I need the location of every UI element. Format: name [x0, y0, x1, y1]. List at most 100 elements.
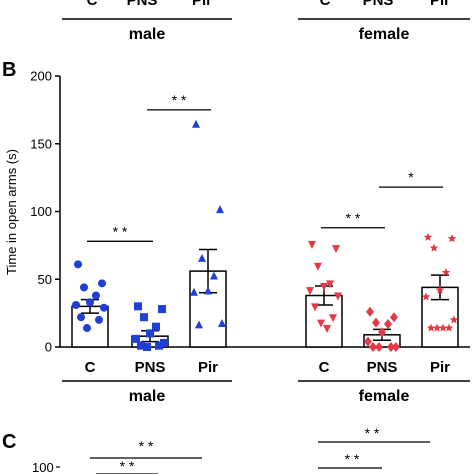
- bars-layer: [71, 248, 459, 348]
- data-point-female-pir-6: [449, 315, 459, 324]
- data-point-female-pns-4: [378, 327, 386, 338]
- significance-label-1: * *: [172, 92, 187, 108]
- y-tick-label-0: 0: [45, 340, 52, 355]
- data-point-male-pir-7: [195, 320, 203, 329]
- y-tick-label-150: 150: [30, 136, 52, 151]
- panel-c-y-tick-100: 100: [32, 460, 54, 474]
- top-cat-label-pir-female: Pir: [430, 0, 450, 9]
- panel-b: B Time in open arms (s) 0 50 100 150 200 * *…: [2, 59, 470, 405]
- data-point-male-pir-5: [190, 287, 198, 296]
- data-point-female-c-1: [332, 245, 340, 254]
- panel-c-sig-label-2: * *: [120, 458, 135, 474]
- data-point-male-pns-0: [134, 302, 142, 311]
- data-point-male-c-5: [72, 300, 80, 309]
- panel-c-sig-label-1: * *: [139, 438, 154, 454]
- data-point-male-pns-4: [146, 329, 154, 338]
- panel-c-sig-label-3: * *: [365, 425, 380, 441]
- significance-layer: * * * * * * *: [87, 92, 443, 242]
- panel-c: C 100 * * * * * * * *: [2, 425, 430, 474]
- data-point-male-c-8: [95, 315, 103, 324]
- category-label-0: C: [85, 359, 96, 376]
- data-point-female-c-7: [311, 303, 319, 312]
- data-point-male-pns-2: [140, 313, 148, 322]
- data-point-female-pir-10: [438, 323, 448, 332]
- data-point-female-pns-6: [392, 342, 400, 352]
- data-point-male-pns-5: [132, 334, 140, 343]
- data-point-male-pir-3: [210, 271, 218, 280]
- data-point-male-pns-3: [152, 322, 160, 331]
- panel-letter-b: B: [2, 59, 16, 81]
- panel-letter-c: C: [2, 431, 16, 453]
- data-point-male-pir-1: [216, 205, 224, 214]
- top-cat-label-pns-male: PNS: [127, 0, 158, 9]
- group-label-female: female: [359, 388, 410, 405]
- top-cat-label-c-female: C: [320, 0, 331, 9]
- data-point-male-pns-9: [143, 343, 151, 351]
- data-point-female-pir-3: [441, 267, 451, 277]
- significance-label-0: * *: [113, 223, 128, 239]
- top-group-label-female: female: [359, 26, 410, 43]
- data-point-male-c-3: [92, 291, 100, 300]
- data-point-male-c-1: [98, 279, 106, 288]
- panel-c-sig-label-4: * *: [345, 451, 360, 467]
- top-cat-label-pns-female: PNS: [363, 0, 394, 9]
- data-point-male-c-9: [83, 324, 91, 333]
- data-point-male-c-7: [77, 313, 85, 322]
- data-point-female-pir-0: [423, 232, 433, 241]
- group-label-male: male: [129, 388, 166, 405]
- category-label-layer: C PNS Pir C PNS Pir male female: [62, 359, 470, 405]
- data-point-male-c-2: [80, 283, 88, 292]
- axis-layer: 0 50 100 150 200: [30, 69, 470, 355]
- top-cat-label-pir-male: Pir: [192, 0, 212, 9]
- top-group-label-male: male: [129, 26, 166, 43]
- data-point-female-pir-9: [432, 323, 442, 332]
- data-point-male-pir-6: [218, 318, 226, 327]
- data-point-female-pns-7: [369, 342, 377, 352]
- category-label-2: Pir: [198, 359, 218, 376]
- data-point-male-pir-4: [204, 286, 212, 295]
- data-point-female-pir-1: [447, 234, 457, 243]
- data-point-female-c-6: [334, 292, 342, 301]
- category-label-3: C: [319, 359, 330, 376]
- data-point-female-pns-3: [384, 318, 392, 329]
- data-point-female-pns-0: [366, 306, 374, 317]
- data-point-female-c-3: [326, 280, 334, 289]
- top-strip: C PNS Pir C PNS Pir male female: [62, 0, 470, 43]
- data-point-female-c-5: [306, 287, 314, 296]
- data-point-female-c-10: [323, 325, 331, 334]
- data-point-male-pns-7: [137, 341, 145, 350]
- data-point-female-pns-1: [390, 312, 398, 323]
- y-tick-label-100: 100: [30, 204, 52, 219]
- points-layer: [72, 119, 459, 352]
- data-point-female-c-4: [320, 283, 328, 292]
- data-point-male-pir-0: [192, 119, 200, 128]
- data-point-female-pir-4: [435, 285, 445, 294]
- data-point-female-pns-2: [372, 317, 380, 328]
- data-point-male-c-4: [86, 298, 94, 307]
- data-point-female-c-8: [329, 314, 337, 323]
- data-point-female-c-0: [308, 241, 316, 250]
- category-label-1: PNS: [135, 359, 166, 376]
- significance-label-2: * *: [346, 210, 361, 226]
- top-cat-label-c-male: C: [87, 0, 98, 9]
- data-point-male-pir-2: [198, 253, 206, 262]
- significance-label-3: *: [408, 169, 414, 185]
- category-label-5: Pir: [430, 359, 450, 376]
- data-point-female-pir-8: [444, 323, 454, 332]
- y-tick-label-200: 200: [30, 69, 52, 84]
- data-point-female-pir-7: [426, 323, 436, 332]
- data-point-female-pir-5: [421, 292, 431, 301]
- data-point-female-pir-2: [429, 243, 439, 252]
- y-tick-label-50: 50: [38, 272, 52, 287]
- data-point-male-pns-6: [160, 338, 168, 347]
- y-axis-title: Time in open arms (s): [4, 149, 19, 275]
- data-point-female-c-2: [314, 262, 322, 271]
- data-point-female-pns-5: [364, 336, 372, 347]
- data-point-female-pns-9: [375, 342, 383, 352]
- category-label-4: PNS: [367, 359, 398, 376]
- data-point-male-pns-8: [155, 341, 163, 350]
- data-point-male-c-6: [100, 303, 108, 312]
- data-point-female-c-9: [317, 319, 325, 328]
- data-point-male-c-0: [74, 260, 82, 269]
